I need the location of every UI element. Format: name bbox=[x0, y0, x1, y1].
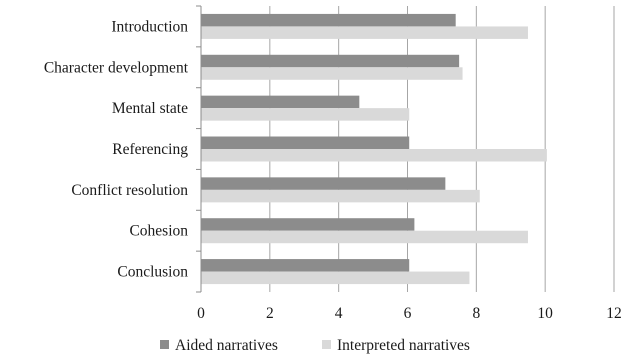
bar-aided bbox=[201, 95, 360, 109]
x-tick-label: 6 bbox=[404, 305, 412, 322]
bar-aided bbox=[201, 177, 446, 190]
legend-swatch bbox=[322, 340, 331, 349]
category-label: Conclusion bbox=[117, 264, 188, 281]
bar-interpreted bbox=[201, 189, 480, 203]
bar-interpreted bbox=[201, 67, 463, 80]
category-label: Introduction bbox=[111, 18, 188, 35]
bar-aided bbox=[201, 136, 410, 149]
bar-aided bbox=[201, 259, 410, 272]
bar-interpreted bbox=[201, 26, 528, 39]
bar-interpreted bbox=[201, 149, 547, 162]
x-tick-label: 12 bbox=[606, 305, 622, 322]
x-tick-label: 8 bbox=[472, 305, 480, 322]
bars bbox=[201, 13, 547, 285]
x-tick-label: 10 bbox=[537, 305, 553, 322]
legend-swatch bbox=[160, 340, 169, 349]
bar-interpreted bbox=[201, 230, 528, 244]
legend-label: Aided narratives bbox=[175, 337, 278, 354]
category-label: Mental state bbox=[112, 100, 188, 117]
bar-aided bbox=[201, 54, 460, 68]
legend: Aided narratives Interpreted narratives bbox=[160, 337, 470, 354]
x-tick-label: 0 bbox=[197, 305, 205, 322]
y-axis: Introduction Character development Mental … bbox=[44, 5, 202, 293]
bar-aided bbox=[201, 13, 456, 27]
x-tick-label: 4 bbox=[335, 305, 343, 322]
bar-interpreted bbox=[201, 108, 410, 121]
bar-aided bbox=[201, 218, 415, 231]
legend-label: Interpreted narratives bbox=[337, 337, 470, 354]
category-label: Character development bbox=[44, 59, 189, 76]
category-label: Cohesion bbox=[129, 223, 188, 240]
category-label: Conflict resolution bbox=[71, 182, 188, 199]
category-label: Referencing bbox=[112, 141, 188, 158]
x-tick-label: 2 bbox=[266, 305, 274, 322]
bar-interpreted bbox=[201, 271, 470, 285]
x-axis: 0 2 4 6 8 10 12 bbox=[197, 305, 622, 322]
